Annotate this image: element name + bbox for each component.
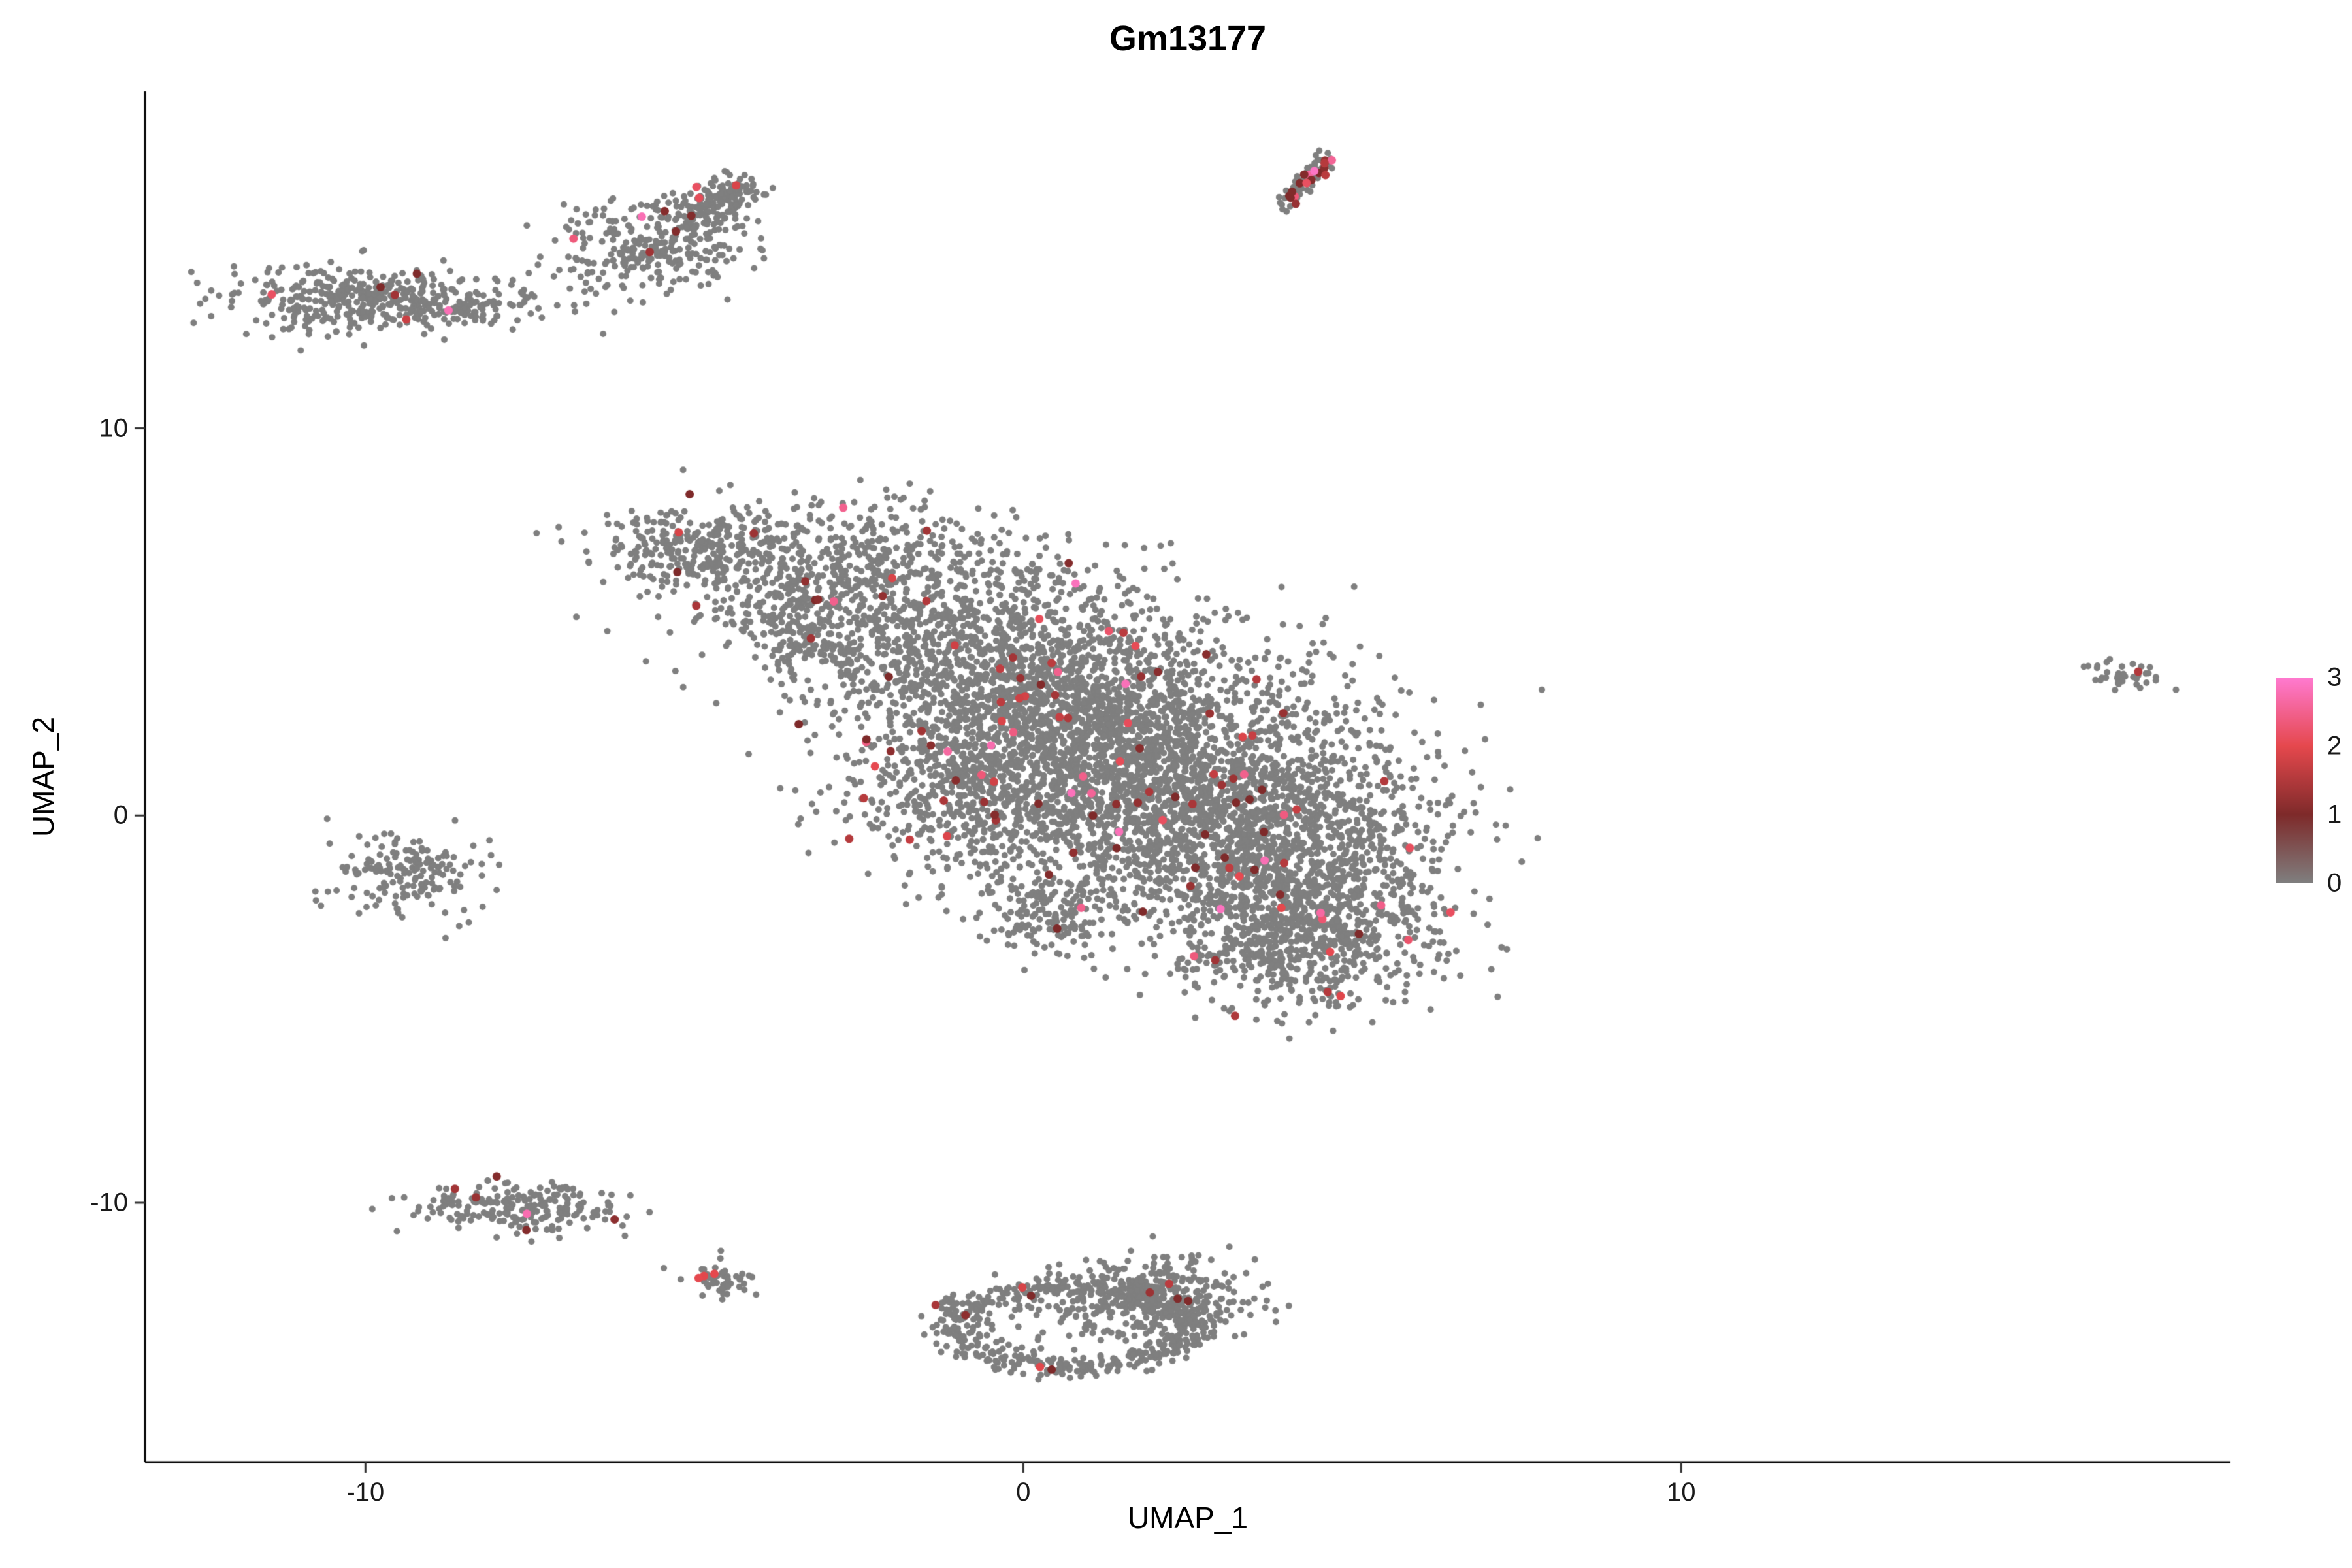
y-tick-label: 0 [113,800,128,830]
y-axis-title: UMAP_2 [26,716,60,838]
x-tick-label: 0 [1016,1478,1031,1507]
y-tick-label: -10 [90,1188,128,1217]
legend-tick-label: 3 [2327,662,2342,692]
legend-tick-label: 0 [2327,868,2342,898]
chart-title: Gm13177 [1109,19,1267,58]
x-axis-title: UMAP_1 [1127,1501,1249,1535]
legend-tick-label: 2 [2327,731,2342,760]
legend-tick-label: 1 [2327,800,2342,829]
legend-gradient-bar [2276,678,2313,883]
x-tick-label: 10 [1666,1478,1696,1507]
x-tick-label: -10 [346,1478,385,1507]
y-tick-label: 10 [99,414,129,443]
